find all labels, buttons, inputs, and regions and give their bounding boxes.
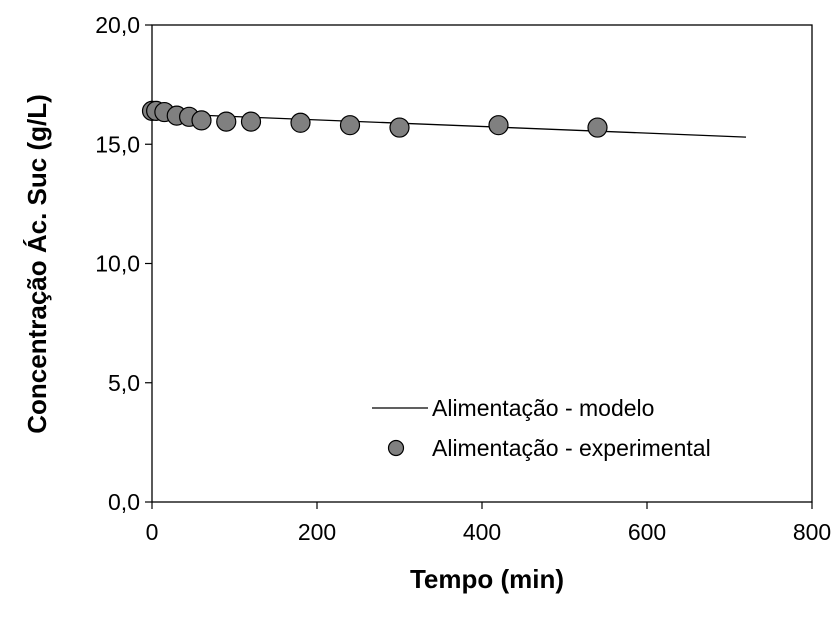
series-line-modelo (151, 112, 747, 138)
y-tick-label: 20,0 (95, 12, 140, 38)
data-point-experimental (216, 111, 237, 132)
y-tick-label: 10,0 (95, 251, 140, 277)
data-point-experimental (488, 115, 509, 136)
y-axis-title: Concentração Ác. Suc (g/L) (22, 94, 52, 434)
data-point-experimental (191, 110, 212, 131)
legend-label-experimental: Alimentação - experimental (432, 435, 711, 461)
x-tick-label: 600 (628, 519, 666, 545)
y-tick-label: 5,0 (108, 370, 140, 396)
x-tick-label: 0 (146, 519, 159, 545)
plot-area-frame (151, 24, 813, 503)
legend-label-modelo: Alimentação - modelo (432, 395, 654, 421)
x-tick-label: 400 (463, 519, 501, 545)
x-tick-label: 200 (298, 519, 336, 545)
data-point-experimental (290, 112, 311, 133)
legend: Alimentação - modelo Alimentação - exper… (372, 395, 711, 461)
legend-marker-swatch (387, 439, 405, 457)
y-tick-label: 15,0 (95, 131, 140, 157)
x-axis-title: Tempo (min) (410, 564, 564, 594)
data-point-experimental (339, 115, 361, 136)
data-point-experimental (389, 117, 410, 138)
x-tick-label: 800 (793, 519, 831, 545)
data-point-experimental (240, 111, 262, 132)
y-tick-label: 0,0 (108, 489, 140, 515)
data-point-experimental (587, 117, 608, 138)
